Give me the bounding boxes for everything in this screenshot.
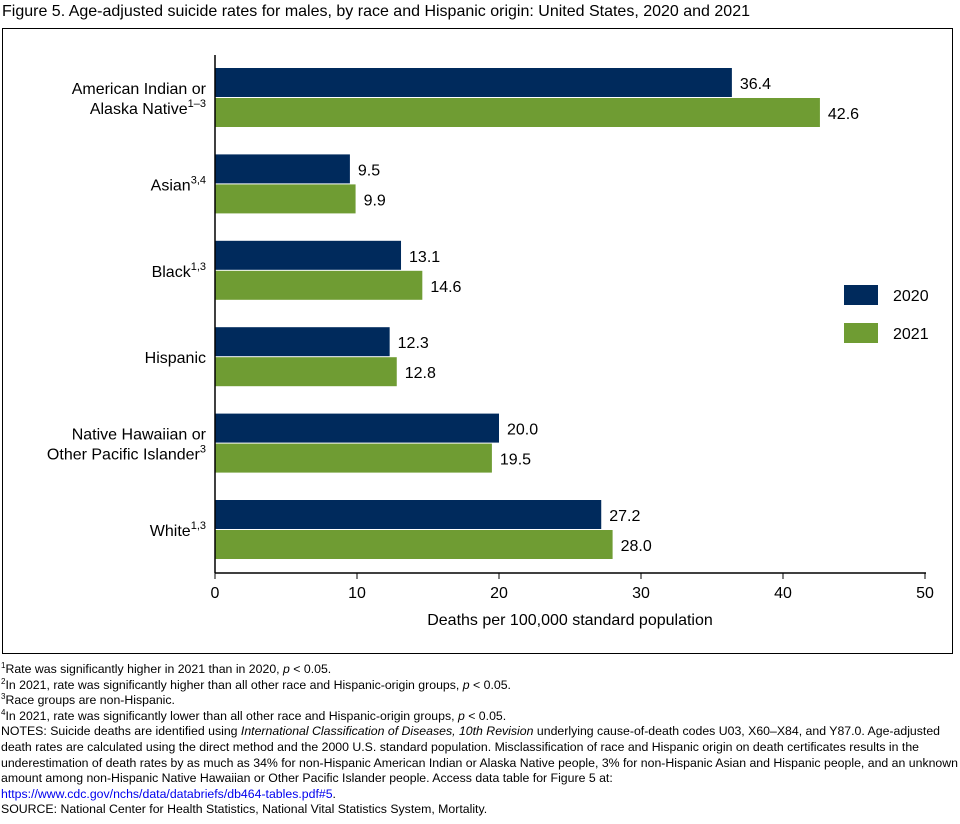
category-superscript: 3 [200,444,206,456]
source-note: SOURCE: National Center for Health Stati… [1,802,488,817]
category-label: Alaska Native1–3 [90,98,206,118]
legend-swatch-2020 [844,285,878,305]
bar-2021 [215,270,423,300]
bar-2020 [215,240,402,270]
category-label: Black1,3 [152,261,206,281]
bar-2020 [215,327,390,357]
footnote-text: In 2021, rate was significantly lower th… [5,708,458,723]
category-superscript: 1,3 [191,261,206,273]
category-label: White1,3 [150,520,206,540]
category-superscript: 1,3 [191,520,206,532]
notes-paragraph: NOTES: Suicide deaths are identified usi… [1,724,959,802]
footnote-text: In 2021, rate was significantly higher t… [5,677,463,692]
footnote-text: Race groups are non-Hispanic. [5,693,175,708]
x-tick-label: 50 [916,585,934,602]
footnote-1: 1Rate was significantly higher in 2021 t… [1,662,959,678]
link-period: . [332,786,336,801]
x-tick-label: 20 [490,585,508,602]
data-label: 20.0 [507,422,538,439]
category-superscript: 1–3 [188,98,206,110]
category-label: American Indian or [72,81,207,98]
data-label: 42.6 [828,106,859,123]
data-label: 12.8 [405,365,436,382]
x-tick-label: 40 [774,585,792,602]
category-label: Asian3,4 [151,174,206,194]
footnote-2: 2In 2021, rate was significantly higher … [1,676,959,694]
footnote-tail: < 0.05. [469,677,511,692]
bar-2020 [215,154,350,184]
x-axis-title: Deaths per 100,000 standard population [427,612,713,629]
bar-2021 [215,98,820,127]
footnote-marker: 3 [1,692,6,702]
bar-2020 [215,68,732,97]
data-label: 27.2 [609,508,640,525]
legend-swatch-2021 [844,323,878,343]
bar-2021 [215,530,613,559]
data-label: 14.6 [430,279,461,296]
data-label: 9.9 [364,192,386,209]
p-symbol: p [457,708,465,723]
chart-frame: 36.4 42.6 American Indian or Alaska Native1… [2,28,953,654]
footnote-text: Rate was significantly higher in 2021 th… [5,662,283,676]
data-table-link[interactable]: https://www.cdc.gov/nchs/data/databriefs… [1,786,333,801]
data-label: 28.0 [621,538,652,555]
bar-2021 [215,443,492,473]
data-label: 12.3 [398,335,429,352]
footnote-marker: 1 [1,661,6,670]
x-tick-label: 10 [348,585,366,602]
data-label: 19.5 [500,452,531,469]
footnote-tail: < 0.05. [464,708,507,723]
bar-2020 [215,500,602,529]
footnote-marker: 2 [1,676,6,686]
category-superscript: 3,4 [191,174,206,186]
bar-2021 [215,357,397,387]
legend-label: 2021 [893,326,929,343]
bar-2020 [215,413,499,443]
notes-text: NOTES: Suicide deaths are identified usi… [1,724,241,739]
x-tick-label: 0 [211,585,220,602]
p-symbol: p [283,662,290,676]
legend-label: 2020 [893,288,929,305]
bar-2021 [215,184,356,214]
data-label: 9.5 [358,162,380,179]
data-label: 13.1 [409,249,440,266]
category-label: Hispanic [145,350,206,367]
category-label: Other Pacific Islander3 [47,444,206,464]
footnote-marker: 4 [1,707,6,717]
footnotes: 1Rate was significantly higher in 2021 t… [1,662,959,818]
p-symbol: p [462,677,470,692]
category-label: Native Hawaiian or [72,427,207,444]
footnote-tail: < 0.05. [289,662,332,676]
notes-text-cont: underlying cause-of-death codes U03, X60… [1,724,958,786]
notes-italic: International Classification of Diseases… [240,724,534,739]
x-tick-label: 30 [632,585,650,602]
footnote-4: 4In 2021, rate was significantly lower t… [1,707,959,725]
footnote-3: 3Race groups are non-Hispanic. [1,693,959,709]
figure-title: Figure 5. Age-adjusted suicide rates for… [2,3,750,20]
data-label: 36.4 [740,76,771,93]
